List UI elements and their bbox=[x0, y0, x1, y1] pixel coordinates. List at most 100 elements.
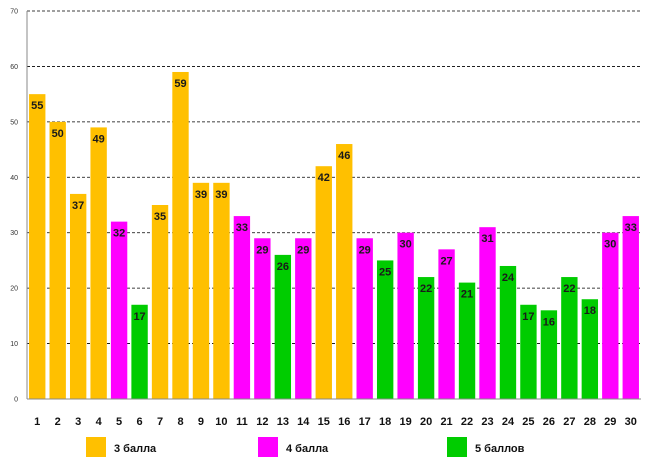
y-tick-label: 50 bbox=[10, 119, 18, 126]
data-label: 24 bbox=[502, 272, 515, 284]
bar bbox=[458, 282, 476, 399]
x-tick-label: 22 bbox=[461, 416, 473, 428]
y-tick-label: 30 bbox=[10, 230, 18, 237]
data-label: 35 bbox=[154, 211, 166, 223]
data-label: 29 bbox=[256, 244, 268, 256]
data-label: 17 bbox=[522, 311, 534, 323]
x-tick-label: 28 bbox=[584, 416, 596, 428]
x-tick-label: 23 bbox=[481, 416, 493, 428]
data-label: 29 bbox=[297, 244, 309, 256]
bar bbox=[499, 265, 517, 399]
x-tick-label: 1 bbox=[34, 416, 40, 428]
x-tick-label: 3 bbox=[75, 416, 81, 428]
bar bbox=[90, 127, 107, 400]
data-label: 55 bbox=[31, 100, 43, 112]
x-tick-label: 25 bbox=[522, 416, 534, 428]
bar bbox=[233, 216, 251, 399]
x-tick-label: 8 bbox=[177, 416, 183, 428]
data-label: 22 bbox=[420, 283, 432, 295]
x-tick-label: 13 bbox=[277, 416, 289, 428]
x-tick-label: 7 bbox=[157, 416, 163, 428]
bar bbox=[417, 277, 435, 399]
data-label: 16 bbox=[543, 316, 555, 328]
y-axis: 0 10 20 30 40 50 60 70 bbox=[10, 9, 28, 404]
x-tick-label: 2 bbox=[55, 416, 61, 428]
x-tick-label: 21 bbox=[440, 416, 452, 428]
legend-swatch-g4 bbox=[258, 437, 278, 457]
legend-swatch-g3 bbox=[86, 437, 106, 457]
x-tick-label: 11 bbox=[236, 416, 248, 428]
bar bbox=[29, 94, 46, 400]
gridlines bbox=[27, 10, 641, 344]
data-label: 32 bbox=[113, 228, 125, 240]
data-label: 33 bbox=[236, 222, 248, 234]
bar bbox=[131, 304, 148, 399]
legend-label-g3: 3 балла bbox=[114, 443, 157, 455]
data-label: 37 bbox=[72, 200, 84, 212]
data-label: 46 bbox=[338, 150, 350, 162]
data-label: 27 bbox=[440, 255, 452, 267]
bar bbox=[520, 304, 537, 399]
x-tick-label: 4 bbox=[96, 416, 103, 428]
data-label: 50 bbox=[52, 128, 64, 140]
x-tick-label: 5 bbox=[116, 416, 122, 428]
bar bbox=[49, 121, 66, 399]
data-labels: 55 50 37 49 32 17 35 59 39 39 33 29 26 29 42 46 29 25 30 22… bbox=[31, 78, 637, 328]
x-tick-label: 14 bbox=[297, 416, 310, 428]
x-tick-label: 12 bbox=[256, 416, 268, 428]
bar bbox=[254, 238, 271, 399]
bar bbox=[315, 166, 332, 399]
bars bbox=[29, 71, 639, 400]
data-label: 59 bbox=[174, 78, 186, 90]
data-label: 29 bbox=[359, 244, 371, 256]
data-label: 18 bbox=[584, 305, 596, 317]
legend: 3 балла 4 балла 5 баллов bbox=[86, 437, 525, 457]
bar bbox=[356, 238, 373, 399]
data-label: 39 bbox=[195, 189, 207, 201]
data-label: 39 bbox=[215, 189, 227, 201]
x-tick-label: 24 bbox=[502, 416, 515, 428]
bar bbox=[376, 260, 394, 399]
x-tick-label: 26 bbox=[543, 416, 555, 428]
x-tick-label: 17 bbox=[359, 416, 371, 428]
x-tick-label: 18 bbox=[379, 416, 391, 428]
bar bbox=[110, 221, 128, 399]
x-tick-label: 19 bbox=[400, 416, 412, 428]
x-axis: 1 2 3 4 5 6 7 8 9 10 11 12 13 14 15 16 17 18 19 20 21 22 23 24 2… bbox=[27, 398, 641, 428]
data-label: 33 bbox=[625, 222, 637, 234]
x-tick-label: 30 bbox=[625, 416, 637, 428]
bar bbox=[336, 144, 353, 399]
legend-label-g5: 5 баллов bbox=[475, 443, 525, 455]
legend-swatch-g5 bbox=[447, 437, 467, 457]
bar bbox=[397, 232, 414, 399]
bar bbox=[151, 205, 169, 399]
data-label: 21 bbox=[461, 289, 473, 301]
x-tick-label: 9 bbox=[198, 416, 204, 428]
x-tick-label: 10 bbox=[215, 416, 227, 428]
bar bbox=[581, 299, 599, 399]
y-tick-label: 60 bbox=[10, 64, 18, 71]
bar bbox=[561, 277, 578, 399]
data-label: 49 bbox=[93, 133, 105, 145]
bar bbox=[213, 182, 230, 399]
data-label: 31 bbox=[481, 233, 493, 245]
data-label: 22 bbox=[563, 283, 575, 295]
bar bbox=[295, 238, 312, 399]
bar bbox=[438, 249, 455, 399]
bar bbox=[622, 216, 639, 399]
y-tick-label: 20 bbox=[10, 286, 18, 293]
bar bbox=[192, 182, 210, 399]
bar bbox=[540, 310, 558, 399]
data-label: 30 bbox=[400, 239, 412, 251]
x-tick-label: 6 bbox=[137, 416, 143, 428]
data-label: 25 bbox=[379, 266, 391, 278]
y-tick-label: 70 bbox=[10, 9, 18, 16]
data-label: 26 bbox=[277, 261, 289, 273]
data-label: 42 bbox=[318, 172, 330, 184]
x-tick-label: 16 bbox=[338, 416, 350, 428]
bar bbox=[69, 193, 87, 399]
x-tick-label: 20 bbox=[420, 416, 432, 428]
y-tick-label: 40 bbox=[10, 175, 18, 182]
x-tick-label: 29 bbox=[604, 416, 616, 428]
